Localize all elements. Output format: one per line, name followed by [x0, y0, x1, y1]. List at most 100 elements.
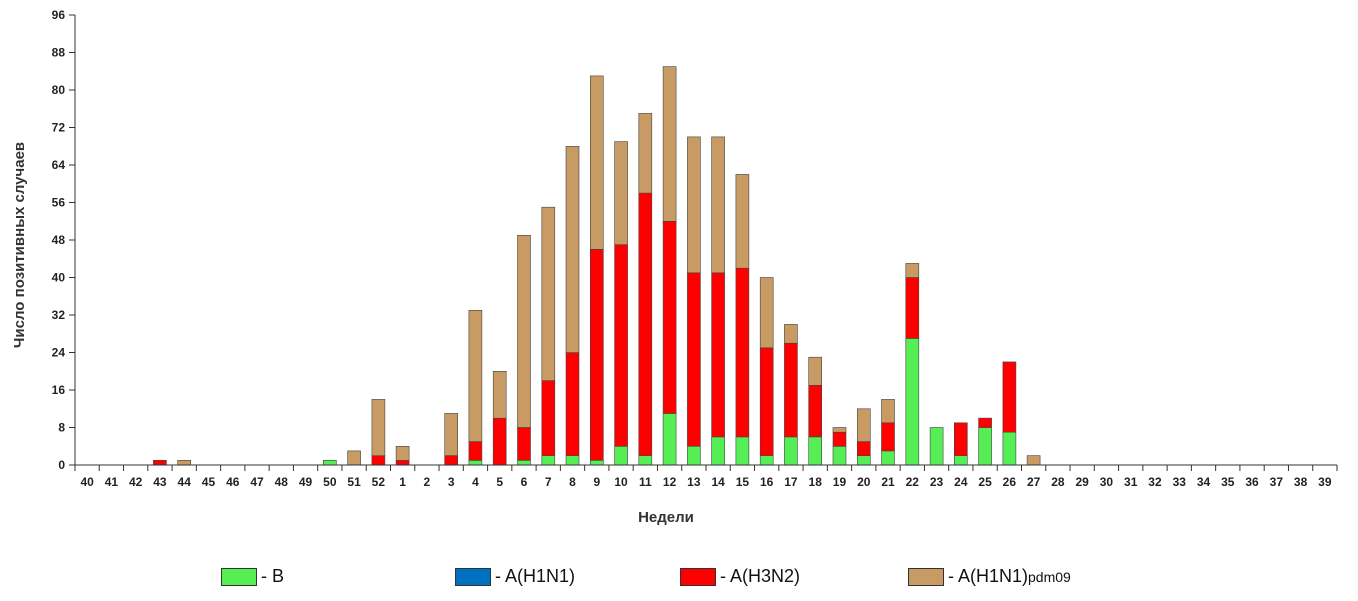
x-tick-label-25: 25: [978, 475, 992, 489]
x-tick-label-8: 8: [569, 475, 576, 489]
bar-segment-23-0: [929, 427, 944, 466]
bar-segment-17-0: [784, 436, 798, 466]
bar-segment-9-3: [589, 75, 604, 250]
x-tick-label-52: 52: [372, 475, 386, 489]
bar-segment-6-0: [517, 459, 531, 466]
legend-label-a-h3n2: - A(H3N2): [720, 566, 801, 586]
bar-segment-20-2: [856, 441, 871, 457]
bar-segment-43-2: [153, 459, 167, 466]
x-tick-label-6: 6: [521, 475, 528, 489]
x-tick-label-18: 18: [809, 475, 823, 489]
y-tick-label-32: 32: [52, 308, 66, 322]
y-tick-label-96: 96: [52, 8, 66, 22]
bar-segment-8-2: [565, 352, 580, 456]
x-tick-label-35: 35: [1221, 475, 1235, 489]
bar-segment-50-0: [322, 459, 337, 466]
bar-segment-21-2: [881, 422, 895, 452]
x-tick-label-19: 19: [833, 475, 847, 489]
bar-segment-11-0: [638, 455, 653, 466]
x-tick-label-49: 49: [299, 475, 313, 489]
legend-item-a-h3n2: - A(H3N2): [680, 566, 800, 587]
legend-item-a-h1n1: - A(H1N1): [455, 566, 575, 587]
y-tick-label-56: 56: [52, 196, 66, 210]
x-tick-label-34: 34: [1197, 475, 1211, 489]
bar-segment-9-0: [589, 459, 604, 466]
y-tick-label-0: 0: [58, 458, 65, 472]
x-tick-label-21: 21: [881, 475, 895, 489]
bar-segment-44-3: [177, 459, 191, 466]
bar-segment-17-2: [784, 342, 798, 438]
bar-segment-51-3: [347, 450, 361, 466]
bar-segment-19-2: [832, 431, 847, 447]
legend-swatch-b: [221, 567, 257, 586]
bar-segment-12-2: [662, 221, 677, 414]
bars-layer: [153, 66, 1041, 466]
bar-segment-18-0: [808, 436, 823, 466]
x-tick-label-42: 42: [129, 475, 143, 489]
bar-segment-26-0: [1002, 431, 1017, 466]
bar-segment-27-3: [1026, 455, 1041, 466]
bar-segment-1-2: [395, 459, 410, 466]
bar-segment-26-2: [1002, 361, 1017, 433]
legend-label-a-h1n1: - A(H1N1): [495, 566, 576, 586]
bar-segment-6-2: [517, 427, 531, 461]
bar-segment-52-3: [371, 399, 386, 456]
bar-segment-17-3: [784, 324, 798, 344]
x-tick-label-36: 36: [1245, 475, 1259, 489]
x-axis-title: Недели: [638, 509, 694, 526]
x-tick-label-39: 39: [1318, 475, 1332, 489]
x-tick-label-7: 7: [545, 475, 552, 489]
bar-segment-22-3: [905, 263, 920, 278]
legend-swatch-a-h1n1-pdm09: [908, 567, 944, 586]
x-tick-label-2: 2: [424, 475, 431, 489]
x-tick-label-46: 46: [226, 475, 240, 489]
x-tick-label-31: 31: [1124, 475, 1138, 489]
y-tick-label-40: 40: [52, 271, 66, 285]
legend-item-b: - B: [221, 566, 284, 587]
x-tick-label-24: 24: [954, 475, 968, 489]
bar-segment-25-0: [978, 427, 992, 466]
y-tick-label-64: 64: [52, 158, 66, 172]
bar-segment-16-0: [759, 455, 774, 466]
bar-segment-10-0: [614, 445, 628, 466]
bar-segment-3-3: [444, 413, 459, 456]
x-tick-label-32: 32: [1148, 475, 1162, 489]
y-tick-label-16: 16: [52, 383, 66, 397]
y-axis-title: Число позитивных случаев: [11, 142, 28, 348]
x-tick-label-28: 28: [1051, 475, 1065, 489]
x-tick-label-15: 15: [736, 475, 750, 489]
y-tick-label-8: 8: [58, 421, 65, 435]
bar-segment-11-2: [638, 192, 653, 456]
bar-segment-15-3: [735, 174, 750, 269]
x-tick-label-9: 9: [593, 475, 600, 489]
bar-segment-15-0: [735, 436, 750, 466]
x-tick-label-44: 44: [178, 475, 192, 489]
x-tick-label-22: 22: [906, 475, 920, 489]
legend-swatch-a-h1n1: [455, 567, 491, 586]
bar-segment-15-2: [735, 267, 750, 438]
x-tick-label-16: 16: [760, 475, 774, 489]
bar-segment-12-0: [662, 413, 677, 466]
bar-segment-7-2: [541, 380, 556, 456]
bar-segment-5-3: [492, 370, 507, 419]
bar-segment-25-2: [978, 417, 992, 428]
legend-swatch-a-h3n2: [680, 567, 716, 586]
bar-segment-9-2: [589, 249, 604, 461]
x-tick-label-50: 50: [323, 475, 337, 489]
bar-segment-11-3: [638, 113, 653, 194]
x-tick-label-20: 20: [857, 475, 871, 489]
bar-segment-20-0: [856, 455, 871, 466]
x-tick-label-5: 5: [496, 475, 503, 489]
legend-label-pdm09-suffix: pdm09: [1028, 568, 1071, 585]
legend-label-b: - B: [261, 566, 285, 586]
x-tick-label-27: 27: [1027, 475, 1041, 489]
bar-segment-21-0: [881, 450, 895, 466]
bar-segment-4-0: [468, 459, 483, 466]
y-tick-label-88: 88: [52, 46, 66, 60]
bar-segment-22-0: [905, 338, 920, 466]
bar-segment-24-2: [953, 422, 968, 456]
bar-segment-6-3: [517, 235, 531, 428]
x-tick-label-12: 12: [663, 475, 677, 489]
x-tick-label-38: 38: [1294, 475, 1308, 489]
x-tick-label-30: 30: [1100, 475, 1114, 489]
